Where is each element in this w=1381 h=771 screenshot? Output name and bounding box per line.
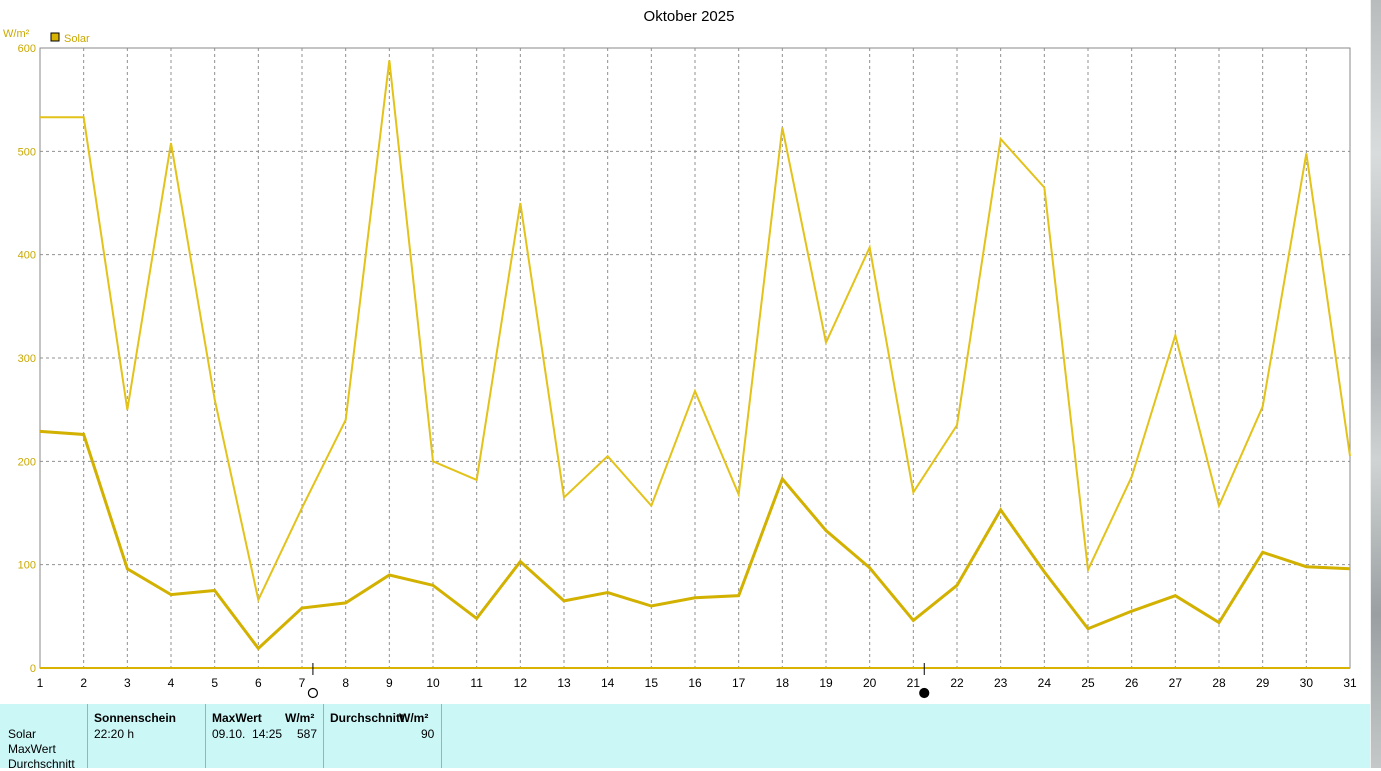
y-tick-label: 500: [18, 146, 36, 158]
row-label-durchschnitt: Durchschnitt: [8, 757, 75, 771]
x-tick-label: 28: [1212, 676, 1226, 690]
max-header: MaxWert: [212, 711, 262, 725]
avg-value: 90: [421, 727, 435, 741]
x-tick-label: 13: [557, 676, 571, 690]
x-tick-label: 15: [645, 676, 659, 690]
full-moon-icon: [307, 687, 319, 699]
series-line-max: [40, 60, 1351, 603]
avg-unit: W/m²: [399, 711, 429, 725]
summary-row-labels: Solar MaxWert Durchschnitt: [0, 704, 86, 771]
new-moon-icon: [919, 687, 930, 699]
x-tick-label: 16: [688, 676, 702, 690]
x-tick-label: 20: [863, 676, 877, 690]
x-tick-label: 3: [124, 676, 131, 690]
x-tick-label: 4: [168, 676, 175, 690]
x-tick-label: 17: [732, 676, 746, 690]
x-tick-label: 8: [342, 676, 349, 690]
x-tick-label: 31: [1343, 676, 1357, 690]
column-divider: [441, 704, 442, 768]
y-tick-label: 200: [18, 456, 36, 468]
column-divider: [87, 704, 88, 768]
y-tick-label: 300: [18, 353, 36, 365]
sunshine-column: Sonnenschein 22:20 h: [88, 704, 205, 768]
x-tick-label: 2: [80, 676, 87, 690]
x-tick-label: 5: [211, 676, 218, 690]
x-tick-label: 19: [819, 676, 833, 690]
x-tick-label: 1: [37, 676, 44, 690]
y-tick-label: 400: [18, 250, 36, 262]
max-column: MaxWert W/m² 09.10. 14:25 587: [206, 704, 323, 768]
column-divider: [205, 704, 206, 768]
x-tick-label: 9: [386, 676, 393, 690]
x-tick-label: 7: [299, 676, 306, 690]
y-tick-label: 600: [18, 43, 36, 55]
x-tick-label: 18: [776, 676, 790, 690]
solar-chart: Oktober 2025 W/m² Solar 1 2 3 4 5 6 7 8 9 10 11 12 1…: [3, 8, 1357, 699]
avg-header: Durchschnitt: [330, 711, 405, 725]
x-tick-label: 24: [1038, 676, 1052, 690]
sunshine-header: Sonnenschein: [94, 711, 177, 725]
x-tick-label: 30: [1300, 676, 1314, 690]
max-date: 09.10. 14:25: [212, 727, 283, 741]
x-tick-label: 22: [950, 676, 964, 690]
series-line-average: [39, 429, 1351, 651]
x-tick-label: 26: [1125, 676, 1139, 690]
x-tick-label: 14: [601, 676, 615, 690]
sunshine-value: 22:20 h: [94, 727, 135, 741]
row-label-maxwert: MaxWert: [8, 742, 56, 756]
x-tick-label: 11: [470, 676, 483, 690]
y-tick-label: 100: [18, 560, 36, 572]
x-tick-label: 23: [994, 676, 1008, 690]
summary-panel: Solar MaxWert Durchschnitt Sonnenschein …: [0, 704, 1370, 771]
x-tick-label: 29: [1256, 676, 1270, 690]
y-tick-label: 0: [30, 663, 36, 675]
avg-column: Durchschnitt W/m² 90: [324, 704, 441, 768]
row-label-solar: Solar: [8, 727, 37, 741]
max-unit: W/m²: [285, 711, 315, 725]
chart-title: Oktober 2025: [644, 8, 735, 25]
max-value: 587: [297, 727, 318, 741]
legend-swatch-solar: [50, 32, 60, 42]
window-edge-highlight: [1370, 0, 1371, 768]
column-divider: [323, 704, 324, 768]
x-tick-label: 25: [1081, 676, 1095, 690]
x-tick-label: 6: [255, 676, 262, 690]
x-tick-label: 21: [907, 676, 921, 690]
x-tick-label: 12: [514, 676, 528, 690]
y-axis-unit: W/m²: [3, 28, 30, 40]
x-tick-label: 10: [426, 676, 440, 690]
legend-label-solar: Solar: [64, 33, 90, 45]
window-edge: [1370, 0, 1381, 768]
x-tick-label: 27: [1169, 676, 1183, 690]
